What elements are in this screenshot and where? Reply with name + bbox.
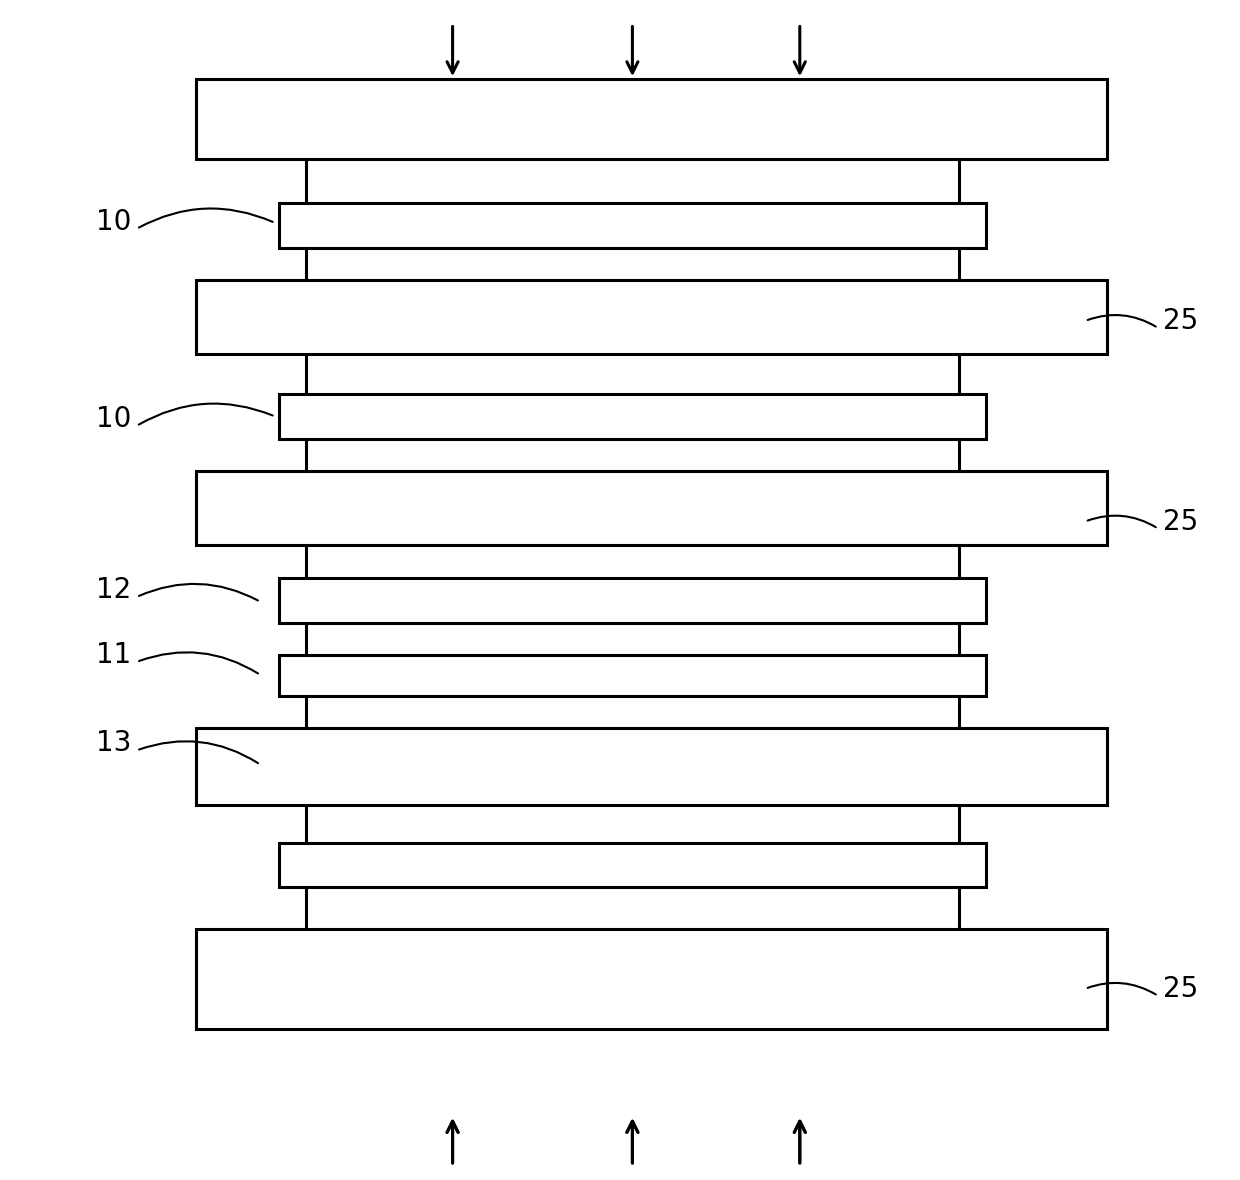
Text: 25: 25 — [1163, 307, 1198, 335]
Text: 11: 11 — [97, 641, 131, 669]
Bar — [279, 394, 986, 439]
Text: 10: 10 — [97, 405, 131, 433]
Bar — [196, 79, 1107, 159]
Text: 25: 25 — [1163, 975, 1198, 1003]
Bar — [196, 728, 1107, 805]
Bar — [196, 471, 1107, 545]
Bar — [279, 203, 986, 248]
Bar — [196, 929, 1107, 1029]
Bar — [279, 843, 986, 887]
Text: 10: 10 — [97, 208, 131, 236]
Bar — [196, 280, 1107, 354]
Text: 13: 13 — [97, 729, 131, 758]
Bar — [279, 578, 986, 623]
Bar — [279, 655, 986, 696]
Text: 25: 25 — [1163, 507, 1198, 536]
Text: 12: 12 — [97, 576, 131, 604]
